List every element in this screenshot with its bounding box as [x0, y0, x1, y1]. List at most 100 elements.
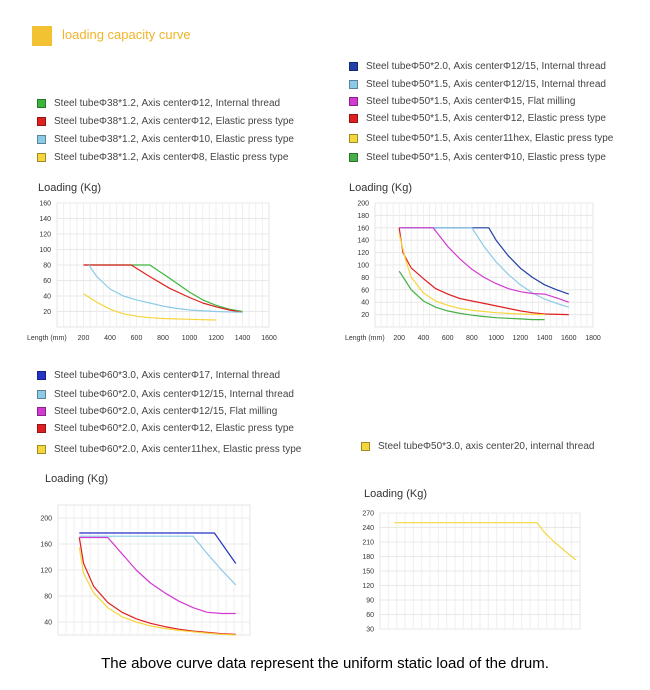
chart3: 40 80 120 160 200: [40, 504, 251, 636]
x-tick-label: 800: [157, 335, 169, 342]
y-tick-label: 100: [39, 247, 51, 254]
chart2: 20 40 60 80 100 120 140 160 180 200 200 400 600 800 10…: [345, 201, 601, 343]
series-line: [83, 293, 217, 321]
x-tick-label: 1400: [235, 335, 251, 342]
y-tick-label: 20: [43, 309, 51, 316]
legend-swatch: [37, 445, 46, 454]
y-tick-label: 160: [40, 542, 52, 549]
y-tick-label: 180: [362, 554, 374, 561]
series-line: [399, 227, 570, 295]
x-tick-label: 200: [78, 335, 90, 342]
x-tick-label: 1800: [585, 335, 601, 342]
y-tick-label: 120: [357, 250, 369, 257]
y-tick-label: 120: [39, 232, 51, 239]
y-tick-label: 20: [361, 312, 369, 319]
chart2-y-title: Loading (Kg): [349, 182, 412, 194]
y-tick-label: 160: [39, 201, 51, 208]
y-tick-label: 80: [43, 263, 51, 270]
x-tick-label: 600: [131, 335, 143, 342]
page-title: loading capacity curve: [62, 27, 191, 42]
y-tick-label: 180: [357, 213, 369, 220]
legend-swatch: [37, 424, 46, 433]
x-tick-label: 1000: [488, 335, 504, 342]
series-line: [79, 536, 236, 615]
legend-label: Steel tubeΦ50*2.0, Axis centerΦ12/15, In…: [366, 61, 606, 72]
y-tick-label: 40: [44, 620, 52, 627]
y-tick-label: 120: [40, 568, 52, 575]
chart1-y-title: Loading (Kg): [38, 182, 101, 194]
series-line: [394, 522, 577, 561]
legend-swatch: [349, 80, 358, 89]
legend-swatch: [37, 407, 46, 416]
footer-note: The above curve data represent the unifo…: [101, 655, 549, 672]
series-line: [398, 227, 569, 316]
y-tick-label: 240: [362, 525, 374, 532]
series-line: [83, 264, 243, 313]
y-tick-label: 60: [366, 612, 374, 619]
x-tick-label: 200: [393, 335, 405, 342]
series-line: [88, 264, 243, 313]
y-tick-label: 60: [361, 287, 369, 294]
y-tick-label: 80: [361, 275, 369, 282]
legend-label: Steel tubeΦ50*1.5, Axis centerΦ10, Elast…: [366, 152, 606, 163]
legend-label: Steel tubeΦ50*3.0, axis center20, intern…: [378, 441, 595, 452]
chart4-y-title: Loading (Kg): [364, 488, 427, 500]
x-tick-label: 1400: [537, 335, 553, 342]
legend-label: Steel tubeΦ38*1.2, Axis centerΦ10, Elast…: [54, 134, 294, 145]
legend-label: Steel tubeΦ38*1.2, Axis centerΦ12, Inter…: [54, 98, 281, 109]
y-tick-label: 140: [39, 216, 51, 223]
legend-label: Steel tubeΦ60*2.0, Axis center11hex, Ela…: [54, 444, 302, 455]
chart4: 30 60 90 120 150 180 210 240 270: [362, 511, 581, 634]
chart1: 20 40 60 80 100 120 140 160 200 400 600 800 1000 1200…: [27, 201, 277, 343]
x-axis-title: Length (mm): [345, 335, 385, 342]
legend-swatch: [37, 99, 46, 108]
y-tick-label: 200: [40, 516, 52, 523]
series-line: [398, 270, 545, 321]
y-tick-label: 200: [357, 201, 369, 208]
x-tick-label: 1200: [208, 335, 224, 342]
y-tick-label: 120: [362, 583, 374, 590]
x-tick-label: 1200: [513, 335, 529, 342]
legend-label: Steel tubeΦ50*1.5, Axis center11hex, Ela…: [366, 133, 614, 144]
y-tick-label: 210: [362, 540, 374, 547]
series-line: [398, 233, 545, 316]
y-tick-label: 40: [361, 300, 369, 307]
legend-swatch: [37, 153, 46, 162]
legend-swatch: [37, 117, 46, 126]
series-line: [78, 547, 236, 636]
x-axis-title: Length (mm): [27, 335, 67, 342]
x-tick-label: 1600: [561, 335, 577, 342]
y-tick-label: 90: [366, 598, 374, 605]
legend-label: Steel tubeΦ60*2.0, Axis centerΦ12, Elast…: [54, 423, 294, 434]
chart3-y-title: Loading (Kg): [45, 473, 108, 485]
legend-swatch: [349, 62, 358, 71]
series-line: [79, 532, 237, 564]
legend-swatch: [349, 134, 358, 143]
y-tick-label: 160: [357, 225, 369, 232]
legend-label: Steel tubeΦ60*3.0, Axis centerΦ17, Inter…: [54, 370, 281, 381]
legend-swatch: [349, 153, 358, 162]
legend-label: Steel tubeΦ60*2.0, Axis centerΦ12/15, In…: [54, 389, 294, 400]
y-tick-label: 40: [43, 294, 51, 301]
x-tick-label: 400: [104, 335, 116, 342]
y-tick-label: 140: [357, 238, 369, 245]
x-tick-label: 600: [442, 335, 454, 342]
series-line: [83, 264, 243, 313]
y-tick-label: 270: [362, 511, 374, 518]
legend-swatch: [37, 371, 46, 380]
x-tick-label: 1000: [182, 335, 198, 342]
series-line: [399, 227, 570, 303]
legend-label: Steel tubeΦ60*2.0, Axis centerΦ12/15, Fl…: [54, 406, 278, 417]
legend-label: Steel tubeΦ50*1.5, Axis centerΦ12/15, In…: [366, 79, 606, 90]
x-tick-label: 400: [418, 335, 430, 342]
legend-swatch: [349, 97, 358, 106]
legend-label: Steel tubeΦ50*1.5, Axis centerΦ15, Flat …: [366, 96, 576, 107]
series-line: [79, 535, 237, 586]
x-tick-label: 1600: [261, 335, 277, 342]
legend-label: Steel tubeΦ38*1.2, Axis centerΦ8, Elasti…: [54, 152, 289, 163]
y-tick-label: 100: [357, 263, 369, 270]
legend-label: Steel tubeΦ50*1.5, Axis centerΦ12, Elast…: [366, 113, 606, 124]
legend-swatch: [349, 114, 358, 123]
legend-swatch: [361, 442, 370, 451]
legend-label: Steel tubeΦ38*1.2, Axis centerΦ12, Elast…: [54, 116, 294, 127]
